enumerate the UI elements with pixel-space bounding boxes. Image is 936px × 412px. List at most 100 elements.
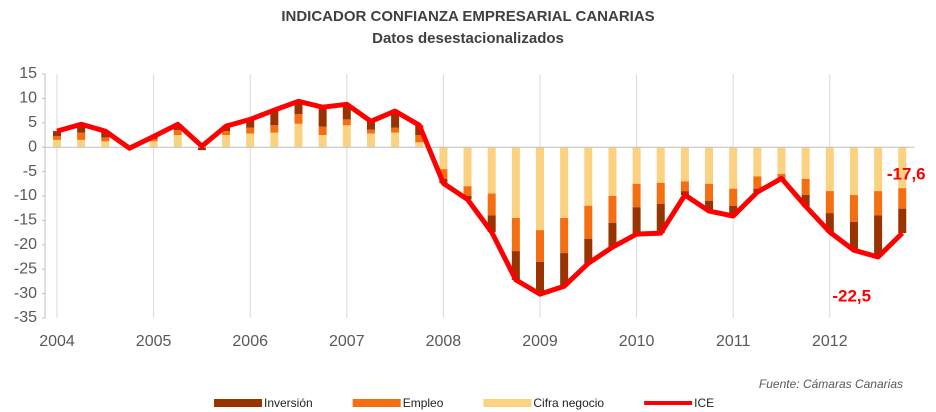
bar-segment (391, 111, 400, 128)
bar-segment (173, 130, 182, 135)
x-tick-label: 2010 (619, 333, 655, 350)
bar-segment (632, 147, 641, 184)
y-tick-label: 0 (28, 138, 37, 155)
chart-subtitle: Datos desestacionalizados (372, 30, 564, 47)
bar-segment (391, 127, 400, 133)
bar-segment (270, 132, 279, 148)
bar-segment (246, 119, 255, 128)
bar-segment (270, 110, 279, 126)
bar-segment (294, 123, 303, 148)
bar-segment (366, 129, 375, 134)
bar-segment (849, 147, 858, 196)
bar-segment (680, 147, 689, 182)
bar-segment (801, 178, 810, 196)
bar-segment (246, 133, 255, 148)
legend-swatch (352, 399, 401, 407)
bar-segment (801, 147, 810, 179)
bar-segment (294, 101, 303, 115)
x-tick-label: 2012 (812, 333, 848, 350)
ice-line (56, 98, 905, 297)
bar-segment (77, 124, 86, 133)
bar-segment (705, 183, 714, 201)
bar-segment (560, 147, 569, 218)
bar-segment (898, 188, 907, 209)
bar-segment (463, 147, 472, 187)
y-tick-label: 5 (28, 114, 37, 131)
bar-segment (560, 217, 569, 254)
bar-segment (825, 147, 834, 192)
bar-segment (849, 221, 858, 251)
x-tick-label: 2004 (39, 333, 75, 350)
bar-segment (680, 181, 689, 192)
bar-segment (608, 147, 617, 196)
x-tick-label: 2006 (232, 333, 268, 350)
bar-segment (439, 169, 448, 179)
bar-segment (729, 188, 738, 206)
bar-segment (149, 141, 158, 148)
x-tick-label: 2005 (136, 333, 172, 350)
legend-label: Inversión (264, 396, 313, 410)
y-tick-label: 15 (19, 65, 37, 82)
bar-segment (222, 135, 231, 148)
bar-segment (101, 137, 110, 142)
bar-segment (391, 132, 400, 148)
bar-segment (705, 200, 714, 212)
bar-segment (536, 147, 544, 231)
bar-segment (463, 186, 472, 196)
bar-segment (487, 147, 496, 194)
bar-segment (825, 213, 834, 233)
bar-segment (101, 141, 110, 148)
bar-segment (560, 253, 569, 287)
bar-segment (487, 193, 496, 216)
bar-segment (632, 183, 641, 208)
bar-segment (511, 147, 520, 218)
bar-segment (777, 147, 786, 175)
bar-segment (584, 147, 593, 206)
bar-segment (729, 205, 738, 217)
bar-segment (753, 147, 762, 177)
bar-segment (77, 132, 86, 140)
bar-segment (77, 139, 86, 148)
bar-segment (825, 191, 834, 214)
y-tick-label: -15 (14, 212, 37, 229)
bar-segment (874, 191, 883, 216)
y-tick-label: -35 (14, 309, 37, 326)
data-label: -17,6 (887, 165, 926, 184)
chart-title: INDICADOR CONFIANZA EMPRESARIAL CANARIAS (281, 8, 654, 25)
bar-segment (536, 261, 544, 295)
y-tick-label: -30 (14, 285, 37, 302)
bar-segment (53, 139, 61, 148)
bar-segment (149, 138, 158, 142)
bar-segment (632, 207, 641, 235)
legend-swatch (214, 399, 262, 407)
bar-segment (101, 131, 110, 138)
bar-segment (656, 203, 665, 234)
bar-segment (584, 238, 593, 264)
data-label: -22,5 (832, 286, 871, 305)
y-tick-label: -5 (23, 163, 37, 180)
bar-segment (849, 195, 858, 222)
bar-segment (294, 114, 303, 124)
bar-segment (801, 195, 810, 207)
bar-segment (53, 135, 61, 140)
legend-label: ICE (694, 396, 714, 410)
bar-segment (874, 147, 883, 192)
bar-segment (318, 107, 327, 127)
bar-segment (898, 147, 907, 189)
y-tick-label: -25 (14, 260, 37, 277)
bar-segment (656, 182, 665, 204)
y-tick-label: -10 (14, 187, 37, 204)
bar-segment (608, 196, 617, 223)
bar-segment (415, 135, 424, 143)
bar-segment (729, 147, 738, 189)
bar-segment (222, 131, 231, 135)
bar-segment (439, 147, 448, 170)
bar-segment (318, 135, 327, 148)
bar-segment (366, 121, 375, 130)
bar-segment (656, 147, 665, 183)
bar-segment (536, 230, 544, 262)
bar-segment (705, 147, 714, 184)
bar-segment (318, 126, 327, 135)
legend-label: Empleo (403, 396, 444, 410)
